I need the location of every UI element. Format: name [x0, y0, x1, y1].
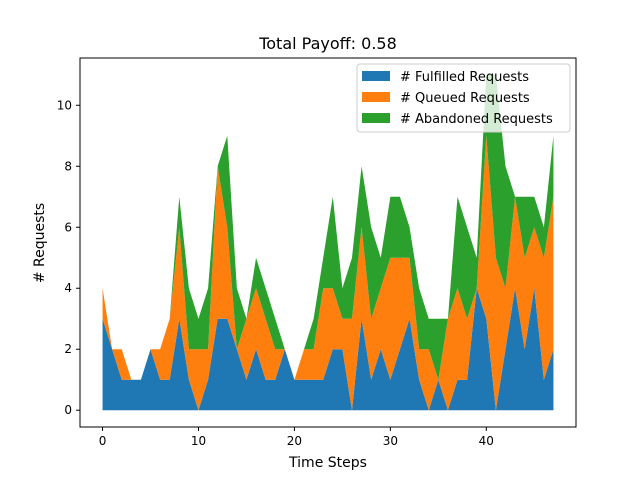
- x-axis-label: Time Steps: [288, 455, 367, 471]
- area-layers: [102, 74, 554, 411]
- x-tick-label: 30: [383, 434, 398, 448]
- x-tick-label: 20: [287, 434, 302, 448]
- area-series-3: [102, 74, 554, 380]
- x-tick-label: 0: [99, 434, 107, 448]
- y-tick-label: 0: [64, 403, 72, 417]
- x-tick-label: 40: [479, 434, 494, 448]
- y-tick-label: 6: [64, 220, 72, 234]
- y-axis-label: # Requests: [32, 203, 48, 283]
- y-tick-label: 2: [64, 342, 72, 356]
- area-series-1: [102, 288, 554, 411]
- area-series-2: [102, 135, 554, 411]
- legend-box: [356, 63, 571, 133]
- y-tick-label: 10: [57, 98, 72, 112]
- legend-label: # Queued Requests: [400, 91, 530, 106]
- axes: 0 10 20 30 40 0 2 4 6 8 10: [57, 57, 577, 448]
- legend-label: # Abandoned Requests: [400, 112, 553, 127]
- y-tick-label: 8: [64, 159, 72, 173]
- plot-frame: [79, 57, 577, 428]
- legend-swatch: [362, 113, 390, 123]
- legend-label: # Fulfilled Requests: [400, 70, 529, 85]
- legend-swatch: [362, 71, 390, 81]
- legend: # Fulfilled Requests # Queued Requests # A…: [356, 63, 571, 133]
- x-tick-label: 10: [191, 434, 206, 448]
- chart-title: Total Payoff: 0.58: [258, 34, 397, 53]
- y-tick-label: 4: [64, 281, 72, 295]
- legend-swatch: [362, 92, 390, 102]
